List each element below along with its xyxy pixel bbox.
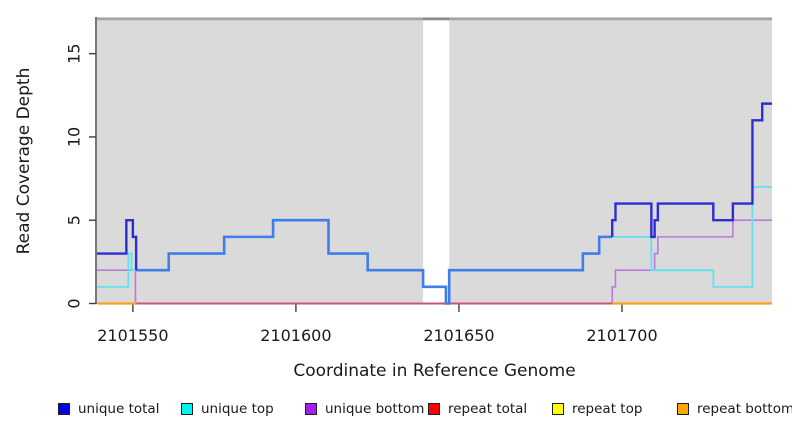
legend-swatch: [428, 403, 440, 415]
x-tick-label: 2101650: [423, 326, 494, 345]
legend-label: unique bottom: [325, 401, 425, 417]
legend-item: repeat top: [552, 401, 642, 417]
legend-label: unique top: [201, 401, 274, 417]
legend-swatch: [305, 403, 317, 415]
legend-swatch: [552, 403, 564, 415]
legend-label: repeat total: [448, 401, 528, 417]
legend-swatch: [181, 403, 193, 415]
legend: unique total unique top unique bottom repea…: [0, 401, 792, 421]
y-axis-title: Read Coverage Depth: [14, 67, 34, 255]
legend-item: repeat total: [428, 401, 527, 417]
x-tick-label: 2101600: [260, 326, 331, 345]
legend-item: repeat bottom: [677, 401, 792, 417]
x-tick-label: 2101550: [97, 326, 168, 345]
x-axis-title: Coordinate in Reference Genome: [293, 361, 576, 381]
no-coverage-gap: [423, 20, 450, 304]
legend-item: unique total: [58, 401, 159, 417]
legend-label: repeat bottom: [697, 401, 792, 417]
legend-swatch: [677, 403, 689, 415]
y-tick-label: 10: [65, 127, 84, 147]
unique-total-right: [611, 102, 772, 239]
y-tick-label: 15: [65, 43, 84, 63]
legend-item: unique top: [181, 401, 274, 417]
legend-label: unique total: [78, 401, 160, 417]
legend-label: repeat top: [572, 401, 643, 417]
legend-item: unique bottom: [305, 401, 424, 417]
y-tick-label: 5: [65, 215, 84, 225]
y-tick-label: 0: [65, 298, 84, 308]
unique-total-left: [97, 219, 138, 271]
x-tick-label: 2101700: [586, 326, 657, 345]
legend-swatch: [58, 403, 70, 415]
unique-total-overlap-mid: [136, 218, 613, 305]
coverage-chart: 0 5 10 15 2101550 2101600 2101650 2101700: [65, 17, 772, 345]
